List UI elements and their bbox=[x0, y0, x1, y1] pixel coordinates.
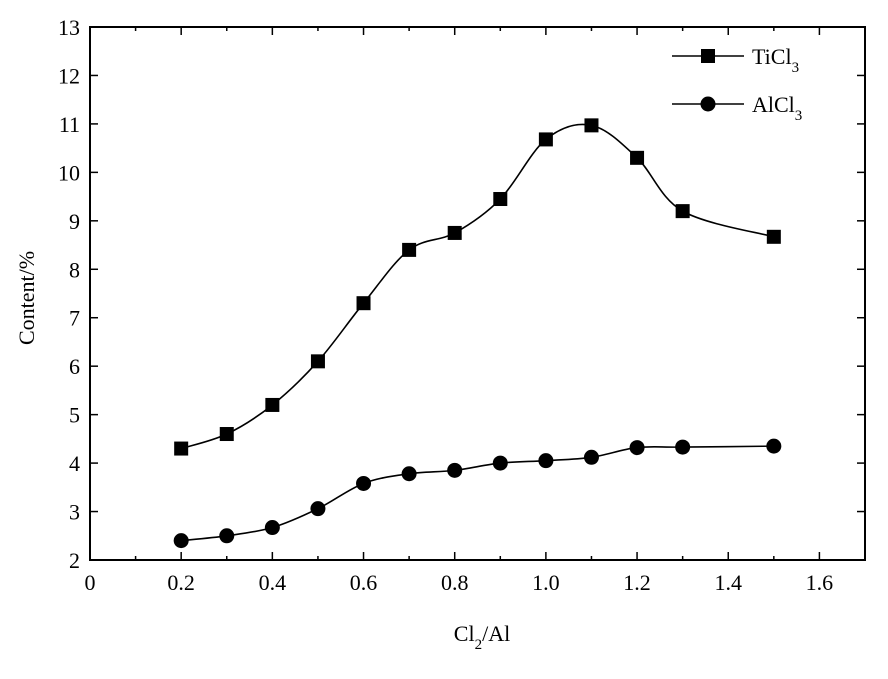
x-tick-label: 0.4 bbox=[259, 570, 287, 595]
y-tick-label: 8 bbox=[69, 257, 80, 282]
ticl3-point bbox=[356, 296, 371, 311]
x-tick-label: 0.2 bbox=[167, 570, 195, 595]
alcl3-point bbox=[766, 438, 782, 454]
y-tick-label: 10 bbox=[58, 160, 80, 185]
ticl3-point bbox=[174, 441, 189, 456]
y-tick-label: 5 bbox=[69, 403, 80, 428]
ticl3-point bbox=[447, 225, 462, 240]
ticl3-point bbox=[219, 427, 234, 442]
legend-label-subscript: 3 bbox=[795, 108, 803, 124]
alcl3-point bbox=[492, 455, 508, 471]
x-tick-label: 1.2 bbox=[623, 570, 651, 595]
y-tick-label: 11 bbox=[59, 112, 80, 137]
alcl3-point bbox=[219, 528, 235, 544]
ticl3-point bbox=[402, 242, 417, 257]
ticl3-point bbox=[265, 397, 280, 412]
ticl3-point bbox=[538, 132, 553, 147]
alcl3-point bbox=[264, 520, 280, 536]
x-title-subscript: 2 bbox=[475, 637, 483, 653]
x-tick-label: 0 bbox=[85, 570, 96, 595]
alcl3-point bbox=[401, 466, 417, 482]
y-tick-label: 4 bbox=[69, 451, 80, 476]
y-tick-label: 9 bbox=[69, 209, 80, 234]
alcl3-point bbox=[310, 501, 326, 517]
alcl3-point bbox=[447, 462, 463, 478]
legend-label-main: TiCl bbox=[752, 44, 792, 69]
y-tick-label: 2 bbox=[69, 548, 80, 573]
y-tick-label: 12 bbox=[58, 63, 80, 88]
legend-label-subscript: 3 bbox=[792, 60, 800, 76]
x-tick-label: 0.6 bbox=[350, 570, 378, 595]
plot-frame bbox=[89, 26, 866, 561]
ticl3-point bbox=[630, 150, 645, 165]
x-title-suffix: /Al bbox=[482, 621, 510, 646]
ticks: 0 0.2 0.4 0.6 0.8 1.0 1.2 1.4 1.6 2 3 4 5 6 7 8 9 10 11 12 1… bbox=[58, 15, 865, 595]
x-title-main: Cl bbox=[454, 621, 475, 646]
x-tick-label: 0.8 bbox=[441, 570, 469, 595]
axes bbox=[89, 26, 866, 561]
ticl3-point bbox=[493, 192, 508, 207]
ticl3-point bbox=[584, 118, 599, 133]
series-markers bbox=[173, 118, 782, 549]
legend-label-0: TiCl3 bbox=[752, 44, 799, 76]
legend-label-main: AlCl bbox=[752, 92, 795, 117]
x-tick-label: 1.6 bbox=[806, 570, 834, 595]
alcl3-point bbox=[675, 439, 691, 455]
y-tick-label: 6 bbox=[69, 354, 80, 379]
legend-circle-marker bbox=[700, 96, 716, 112]
x-tick-label: 1.0 bbox=[532, 570, 560, 595]
ticl3-point bbox=[310, 354, 325, 369]
x-tick-label: 1.4 bbox=[714, 570, 742, 595]
x-axis-title: Cl2/Al bbox=[454, 621, 510, 653]
legend-square-marker bbox=[701, 49, 715, 63]
legend-label-1: AlCl3 bbox=[752, 92, 802, 124]
y-tick-label: 13 bbox=[58, 15, 80, 40]
ticl3-point bbox=[766, 229, 781, 244]
alcl3-point bbox=[629, 440, 645, 456]
y-axis-title: Content/% bbox=[14, 251, 39, 345]
y-tick-label: 3 bbox=[69, 500, 80, 525]
ticl3-point bbox=[675, 204, 690, 219]
alcl3-point bbox=[356, 475, 372, 491]
series-lines bbox=[180, 123, 775, 542]
alcl3-point bbox=[173, 533, 189, 549]
alcl3-point bbox=[583, 449, 599, 465]
alcl3-point bbox=[538, 453, 554, 469]
y-tick-label: 7 bbox=[69, 306, 80, 331]
